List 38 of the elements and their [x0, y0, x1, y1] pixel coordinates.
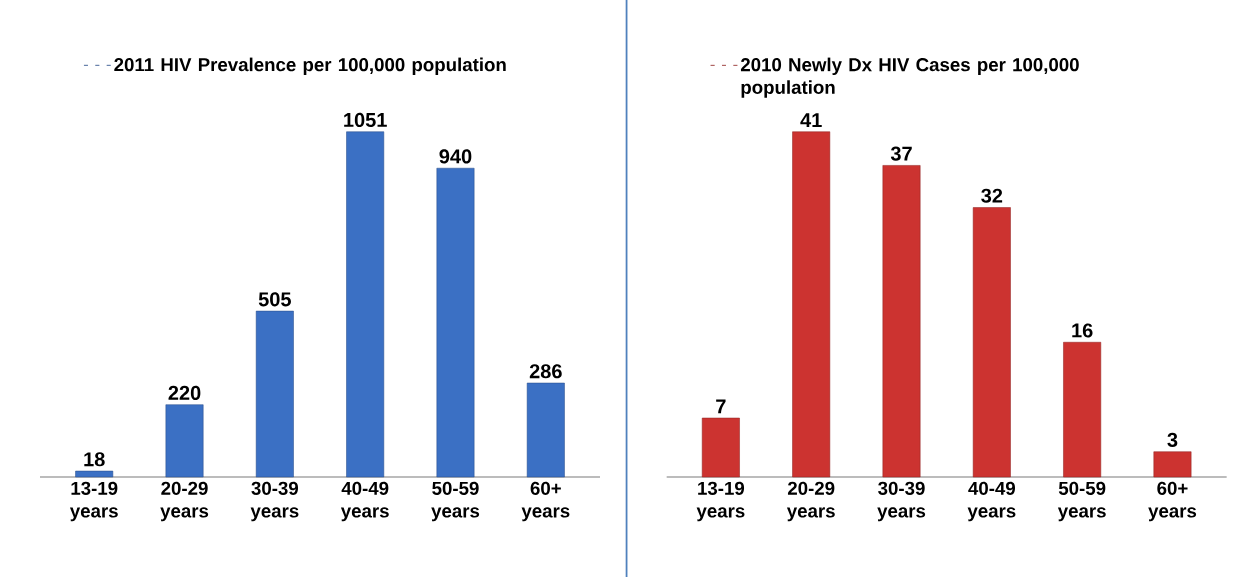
x-tick-label: 50-59 years — [1057, 481, 1106, 522]
bar — [701, 417, 740, 478]
bar — [1063, 341, 1102, 478]
x-tick-label: 40-49 years — [967, 481, 1016, 522]
data-label: 1051 — [344, 112, 387, 128]
x-tick-label: 13-19 years — [69, 481, 118, 522]
data-label: 940 — [439, 149, 472, 164]
data-label: 505 — [258, 292, 291, 307]
bar — [165, 404, 204, 478]
bar — [255, 310, 294, 478]
x-tick-label: 60+ years — [521, 481, 570, 522]
legend-label: 2011 HIV Prevalence per 100,000 population — [114, 57, 506, 75]
legend-label: 2010 Newly Dx HIV Cases per 100,000 population — [740, 57, 1079, 98]
data-label: 16 — [1072, 323, 1093, 338]
x-tick-label: 40-49 years — [340, 481, 389, 522]
x-tick-label: 13-19 years — [696, 481, 745, 522]
data-label: 7 — [716, 399, 726, 414]
x-tick-label: 30-39 years — [877, 481, 926, 522]
bar — [882, 165, 921, 478]
x-tick-label: 30-39 years — [250, 481, 299, 522]
bar — [75, 470, 114, 478]
bar — [1153, 451, 1192, 478]
data-label: 286 — [529, 364, 562, 379]
bar — [346, 131, 385, 478]
x-tick-label: 20-29 years — [160, 481, 209, 522]
bar — [792, 131, 831, 478]
data-label: 32 — [981, 188, 1003, 203]
x-tick-label: 20-29 years — [786, 481, 835, 522]
bar — [972, 207, 1011, 478]
bar — [436, 167, 475, 478]
data-label: 37 — [890, 146, 912, 161]
data-label: 41 — [800, 113, 822, 128]
x-tick-label: 60+ years — [1148, 481, 1197, 522]
data-label: 3 — [1167, 432, 1178, 448]
data-label: 18 — [84, 452, 105, 467]
bar — [526, 382, 565, 478]
data-label: 220 — [168, 385, 201, 400]
x-tick-label: 50-59 years — [431, 481, 480, 522]
